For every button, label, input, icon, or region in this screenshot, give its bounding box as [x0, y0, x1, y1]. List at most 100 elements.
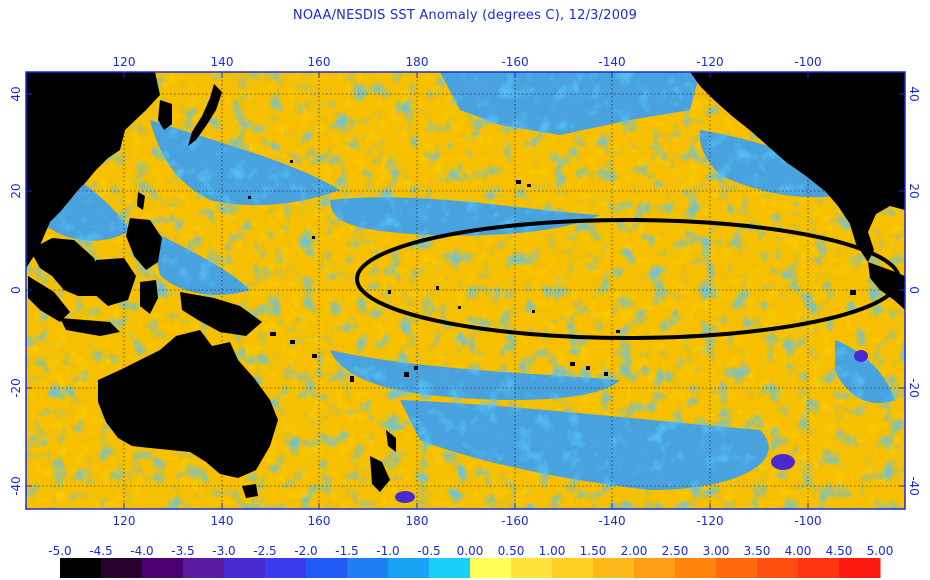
- lat-labels-left: 40 20 0 -20 -40: [9, 86, 23, 495]
- colorbar-tick-label: -1.5: [335, 544, 358, 558]
- lon-label: 160: [308, 514, 331, 528]
- lon-label: -120: [696, 514, 723, 528]
- lat-label: -20: [907, 378, 921, 398]
- land-japan: [188, 84, 222, 146]
- lat-label: 40: [9, 86, 23, 101]
- colorbar-swatch: [306, 558, 348, 578]
- colorbar-swatch: [552, 558, 594, 578]
- lat-label: 20: [907, 183, 921, 198]
- land-new-guinea: [180, 292, 262, 336]
- colorbar-swatch: [347, 558, 389, 578]
- land-galapagos: [850, 290, 856, 295]
- colorbar-swatch: [798, 558, 840, 578]
- lon-label: 120: [113, 55, 136, 69]
- colorbar-tick-label: -3.0: [212, 544, 235, 558]
- colorbar-swatches: [60, 558, 881, 578]
- lon-label: -140: [598, 55, 625, 69]
- lon-label: -160: [501, 55, 528, 69]
- tick-marks: [26, 72, 905, 509]
- lon-label: -100: [794, 514, 821, 528]
- land-sumatra: [28, 276, 70, 322]
- lat-label: -20: [9, 378, 23, 398]
- land-korea: [158, 100, 172, 130]
- colorbar-tick-label: -4.0: [130, 544, 153, 558]
- land-asia: [26, 72, 160, 268]
- lat-label: 40: [907, 86, 921, 101]
- gridlines: [26, 72, 905, 509]
- land-sulawesi: [140, 280, 158, 314]
- lon-label: 140: [211, 55, 234, 69]
- colorbar-swatch: [593, 558, 635, 578]
- lon-labels-bottom: 120 140 160 180 -160 -140 -120 -100: [113, 514, 822, 528]
- land-masses: [26, 72, 905, 498]
- colorbar-tick-label: -0.5: [417, 544, 440, 558]
- land-north-america: [690, 72, 905, 262]
- colorbar-swatch: [60, 558, 102, 578]
- lon-label: 180: [406, 55, 429, 69]
- colorbar-swatch: [634, 558, 676, 578]
- land-new-zealand-north: [386, 430, 396, 452]
- colorbar-labels: -5.0 -4.5 -4.0 -3.5 -3.0 -2.5 -2.0 -1.5 -1.0 -0.5…: [48, 544, 893, 558]
- colorbar-swatch: [265, 558, 307, 578]
- colorbar-tick-label: 3.50: [744, 544, 771, 558]
- colorbar-tick-label: -1.0: [376, 544, 399, 558]
- colorbar-tick-label: 1.50: [580, 544, 607, 558]
- land-philippines: [126, 218, 162, 270]
- lat-label: -40: [9, 476, 23, 496]
- map-title: NOAA/NESDIS SST Anomaly (degrees C), 12/…: [292, 8, 638, 23]
- colorbar-swatch: [429, 558, 471, 578]
- colorbar-tick-label: 4.50: [826, 544, 853, 558]
- land-tasmania: [242, 484, 258, 498]
- lon-label: -160: [501, 514, 528, 528]
- lat-label: 0: [9, 286, 23, 294]
- colorbar-swatch: [470, 558, 512, 578]
- lon-label: -100: [794, 55, 821, 69]
- colorbar-swatch: [101, 558, 143, 578]
- lat-label: -40: [907, 476, 921, 496]
- lon-label: 120: [113, 514, 136, 528]
- lat-labels-right: 40 20 0 -20 -40: [907, 86, 921, 495]
- lon-label: 140: [211, 514, 234, 528]
- lat-label: 20: [9, 183, 23, 198]
- colorbar-swatch: [224, 558, 266, 578]
- colorbar-tick-label: -2.0: [294, 544, 317, 558]
- colorbar-swatch: [183, 558, 225, 578]
- lon-label: -120: [696, 55, 723, 69]
- land-borneo: [92, 258, 136, 306]
- colorbar-tick-label: -4.5: [89, 544, 112, 558]
- colorbar-tick-label: -5.0: [48, 544, 71, 558]
- colorbar-swatch: [511, 558, 553, 578]
- colorbar-swatch: [388, 558, 430, 578]
- map-field: [26, 72, 905, 509]
- colorbar-swatch: [757, 558, 799, 578]
- land-central-america: [868, 262, 905, 310]
- colorbar-tick-label: 4.00: [785, 544, 812, 558]
- colorbar-tick-label: 5.00: [867, 544, 894, 558]
- lon-labels-top: 120 140 160 180 -160 -140 -120 -100: [113, 55, 822, 69]
- land-australia: [98, 330, 278, 478]
- colorbar-tick-label: 0.00: [457, 544, 484, 558]
- land-taiwan: [137, 192, 145, 210]
- lat-label: 0: [907, 286, 921, 294]
- colorbar-swatch: [716, 558, 758, 578]
- colorbar-swatch: [142, 558, 184, 578]
- colorbar-tick-label: 1.00: [539, 544, 566, 558]
- lon-label: 160: [308, 55, 331, 69]
- colorbar-swatch: [675, 558, 717, 578]
- colorbar-tick-label: 2.00: [621, 544, 648, 558]
- lon-label: -140: [598, 514, 625, 528]
- colorbar: -5.0 -4.5 -4.0 -3.5 -3.0 -2.5 -2.0 -1.5 -1.0 -0.5…: [48, 544, 893, 578]
- land-java: [60, 318, 120, 336]
- anomaly-highlight-ellipse: [355, 218, 901, 340]
- lon-label: 180: [406, 514, 429, 528]
- colorbar-tick-label: 0.50: [498, 544, 525, 558]
- colorbar-tick-label: 3.00: [703, 544, 730, 558]
- land-new-zealand: [370, 456, 390, 492]
- colorbar-tick-label: -3.5: [171, 544, 194, 558]
- colorbar-tick-label: 2.50: [662, 544, 689, 558]
- colorbar-tick-label: -2.5: [253, 544, 276, 558]
- colorbar-swatch: [839, 558, 881, 578]
- land-indochina: [30, 238, 104, 296]
